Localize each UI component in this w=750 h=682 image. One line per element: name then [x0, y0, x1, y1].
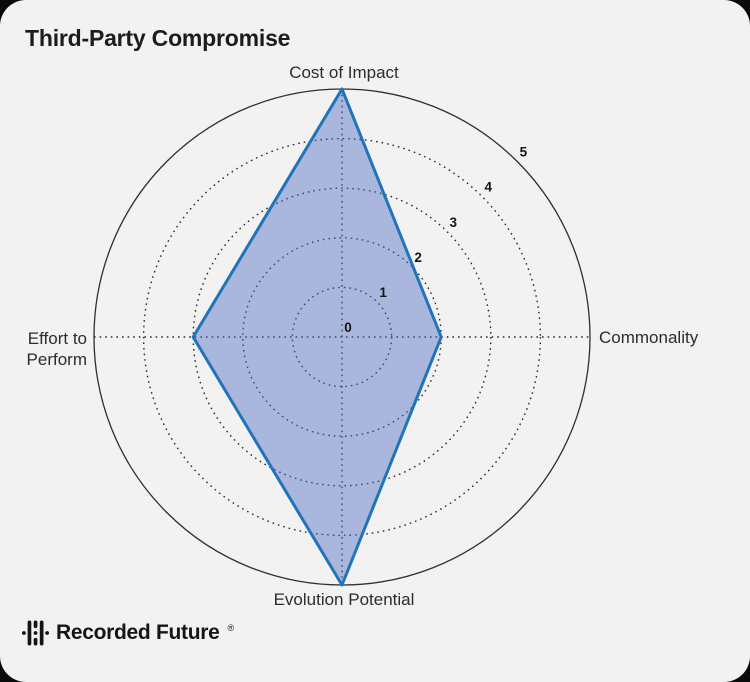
axis-label-right: Commonality — [599, 328, 699, 347]
radial-tick-label: 0 — [344, 320, 352, 335]
axis-label-bottom: Evolution Potential — [274, 590, 415, 609]
chart-title: Third-Party Compromise — [25, 25, 291, 51]
recorded-future-pulse-icon — [22, 620, 49, 646]
axis-label-left: Perform — [27, 350, 87, 369]
radial-tick-label: 1 — [379, 285, 387, 300]
grid-ring-dotted — [142, 137, 542, 537]
radial-tick-label: 2 — [414, 250, 422, 265]
recorded-future-logo: Recorded Future ® — [22, 620, 234, 646]
radial-tick-label: 5 — [520, 145, 528, 160]
radar-polygon — [191, 87, 443, 587]
logo-text: Recorded Future — [56, 621, 220, 644]
radial-tick-label: 4 — [485, 180, 493, 195]
radial-tick-label: 3 — [449, 215, 457, 230]
axis-label-left: Effort to — [28, 329, 87, 348]
grid-ring-dotted — [192, 187, 492, 487]
registered-trademark: ® — [227, 623, 235, 633]
axis-label-top: Cost of Impact — [289, 63, 399, 82]
